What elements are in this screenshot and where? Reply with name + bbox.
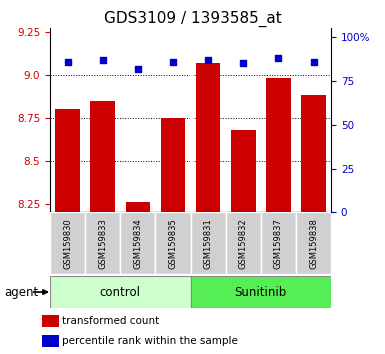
Text: GSM159831: GSM159831 [204, 218, 213, 269]
Text: GSM159830: GSM159830 [63, 218, 72, 269]
Bar [90, 101, 115, 212]
Bar [50, 276, 191, 308]
Point [205, 57, 211, 63]
Text: GSM159838: GSM159838 [309, 218, 318, 269]
Point [65, 59, 71, 64]
Bar [42, 315, 59, 327]
Bar [226, 212, 261, 274]
Bar [55, 109, 80, 212]
Bar [191, 212, 226, 274]
Bar [42, 335, 59, 347]
Text: Sunitinib: Sunitinib [235, 286, 287, 298]
Point [135, 66, 141, 72]
Bar [196, 63, 221, 212]
Text: control: control [100, 286, 141, 298]
Bar [161, 118, 185, 212]
Point [170, 59, 176, 64]
Point [275, 55, 281, 61]
Text: GSM159835: GSM159835 [169, 218, 177, 269]
Text: agent: agent [4, 286, 38, 298]
Text: GSM159832: GSM159832 [239, 218, 248, 269]
Text: GSM159837: GSM159837 [274, 218, 283, 269]
Bar [126, 202, 150, 212]
Text: GSM159833: GSM159833 [98, 218, 107, 269]
Bar [50, 212, 85, 274]
Bar [191, 276, 331, 308]
Point [310, 59, 316, 64]
Bar [261, 212, 296, 274]
Bar [231, 130, 256, 212]
Bar [301, 96, 326, 212]
Text: GSM159834: GSM159834 [133, 218, 142, 269]
Bar [121, 212, 156, 274]
Bar [296, 212, 331, 274]
Bar [266, 78, 291, 212]
Point [240, 61, 246, 66]
Text: percentile rank within the sample: percentile rank within the sample [62, 336, 238, 346]
Point [100, 57, 106, 63]
Bar [156, 212, 191, 274]
Text: transformed count: transformed count [62, 316, 160, 326]
Bar [85, 212, 120, 274]
Text: GDS3109 / 1393585_at: GDS3109 / 1393585_at [104, 11, 281, 27]
